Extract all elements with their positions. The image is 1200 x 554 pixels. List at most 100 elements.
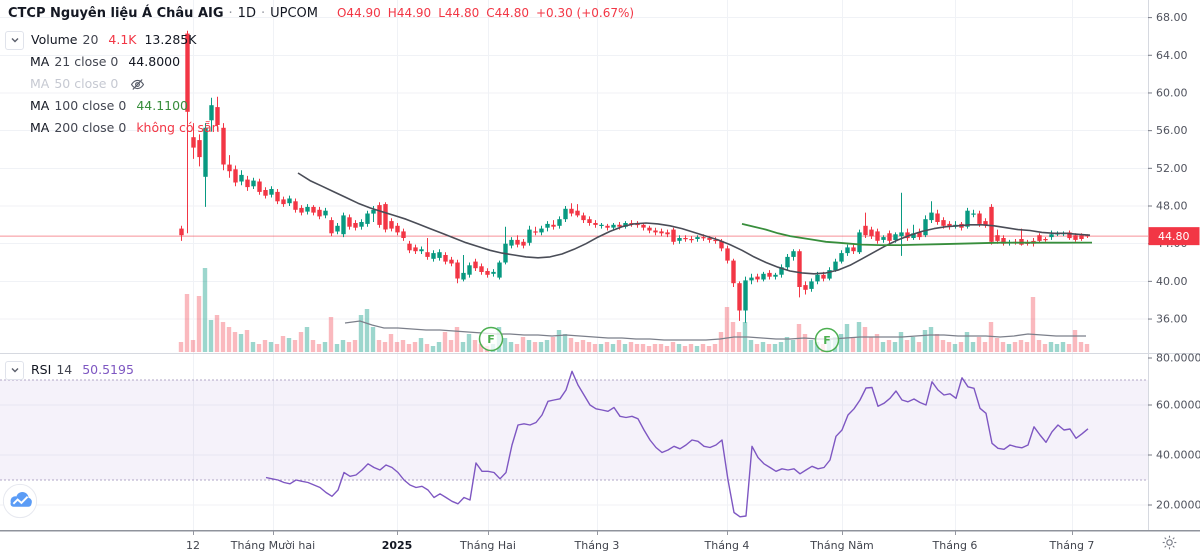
interval-label[interactable]: 1D bbox=[237, 6, 256, 21]
candle bbox=[593, 223, 598, 225]
ma21-line bbox=[297, 172, 1091, 275]
candle bbox=[269, 189, 274, 195]
candle bbox=[647, 227, 652, 231]
ma200-param: 200 close 0 bbox=[54, 120, 127, 135]
volume-bar bbox=[454, 327, 460, 352]
volume-bar bbox=[310, 340, 316, 352]
chevron-down-icon[interactable] bbox=[5, 30, 24, 50]
ma50-param: 50 close 0 bbox=[54, 76, 119, 91]
candle bbox=[407, 243, 412, 251]
candle bbox=[323, 210, 328, 216]
time-axis-label: Tháng 6 bbox=[932, 539, 978, 552]
volume-bar bbox=[202, 268, 208, 352]
volume-bar bbox=[898, 332, 904, 352]
event-flag-marker[interactable]: F bbox=[814, 327, 840, 353]
volume-bar bbox=[526, 340, 532, 352]
candle bbox=[803, 285, 808, 290]
candle bbox=[383, 204, 388, 230]
candle bbox=[509, 239, 514, 246]
volume-bar bbox=[1078, 342, 1084, 352]
candle bbox=[599, 224, 604, 226]
candle bbox=[1043, 239, 1048, 241]
ma-layer bbox=[297, 172, 1093, 275]
rsi-axis-label: 80.0000 bbox=[1156, 352, 1200, 365]
legend-row-ma21[interactable]: MA 21 close 0 44.8000 bbox=[5, 51, 228, 73]
price-axis-label: 68.00 bbox=[1156, 11, 1188, 24]
volume-bar bbox=[922, 330, 928, 352]
rsi-pane[interactable] bbox=[0, 355, 1148, 530]
candle bbox=[773, 274, 778, 277]
volume-bar bbox=[370, 327, 376, 352]
legend-row-volume[interactable]: Volume 20 4.1K 13.285K bbox=[5, 29, 228, 51]
legend-row-ma100[interactable]: MA 100 close 0 44.1100 bbox=[5, 95, 228, 117]
volume-bar bbox=[1066, 344, 1072, 352]
volume-ma-value: 13.285K bbox=[144, 32, 197, 47]
volume-bar bbox=[886, 340, 892, 352]
separator-dot: · bbox=[228, 6, 233, 21]
time-scale[interactable] bbox=[0, 530, 1200, 554]
volume-bar bbox=[718, 332, 724, 352]
candle bbox=[839, 253, 844, 262]
volume-bar bbox=[460, 342, 466, 352]
volume-bar bbox=[670, 342, 676, 352]
volume-bar bbox=[994, 338, 1000, 352]
volume-bar bbox=[334, 344, 340, 352]
candle bbox=[491, 271, 496, 274]
volume-bar bbox=[970, 342, 976, 352]
symbol-name[interactable]: CTCP Nguyên liệu Á Châu AIG bbox=[8, 6, 224, 21]
candle bbox=[341, 215, 346, 235]
chevron-down-icon[interactable] bbox=[5, 360, 24, 380]
candle bbox=[971, 213, 976, 215]
candle bbox=[875, 231, 880, 241]
volume-bar bbox=[724, 307, 730, 352]
candle bbox=[791, 251, 796, 257]
ma100-param: 100 close 0 bbox=[54, 98, 127, 113]
price-scale[interactable] bbox=[1148, 0, 1200, 530]
volume-bar bbox=[400, 340, 406, 352]
candle bbox=[401, 231, 406, 238]
close-value: C44.80 bbox=[486, 6, 529, 20]
candle bbox=[749, 277, 754, 281]
volume-bar bbox=[1072, 330, 1078, 352]
volume-bar bbox=[196, 296, 202, 352]
symbol-header: CTCP Nguyên liệu Á Châu AIG · 1D · UPCOM O44.… bbox=[8, 5, 634, 22]
candle bbox=[449, 259, 454, 264]
candle bbox=[581, 215, 586, 221]
price-axis-label: 64.00 bbox=[1156, 49, 1188, 62]
candle bbox=[221, 127, 226, 165]
candle bbox=[233, 169, 238, 183]
candle bbox=[905, 232, 910, 239]
candle bbox=[983, 221, 988, 225]
candle bbox=[629, 223, 634, 225]
volume-layer bbox=[178, 268, 1090, 352]
event-flag-marker[interactable]: F bbox=[478, 326, 504, 352]
candle bbox=[941, 220, 946, 226]
candle bbox=[389, 221, 394, 229]
volume-bar bbox=[868, 337, 874, 352]
volume-bar bbox=[604, 342, 610, 352]
candle bbox=[335, 225, 340, 232]
legend-row-ma200[interactable]: MA 200 close 0 không có sẵn bbox=[5, 117, 228, 139]
legend-row-ma50[interactable]: MA 50 close 0 bbox=[5, 73, 228, 95]
tradingview-logo-icon[interactable] bbox=[1, 482, 39, 520]
eye-off-icon[interactable] bbox=[130, 77, 145, 92]
volume-indicator-param: 20 bbox=[82, 32, 99, 47]
candle bbox=[377, 205, 382, 225]
volume-bar bbox=[964, 332, 970, 352]
candle bbox=[851, 247, 856, 252]
volume-bar bbox=[694, 346, 700, 352]
legend-row-rsi[interactable]: RSI 14 50.5195 bbox=[5, 359, 134, 381]
volume-bar bbox=[376, 340, 382, 352]
candle bbox=[455, 262, 460, 279]
volume-bar bbox=[934, 334, 940, 352]
candle bbox=[479, 266, 484, 272]
candle bbox=[731, 260, 736, 284]
volume-bar bbox=[598, 344, 604, 352]
high-value: H44.90 bbox=[387, 6, 432, 20]
candle bbox=[299, 207, 304, 213]
candle bbox=[443, 255, 448, 262]
gear-icon[interactable] bbox=[1158, 532, 1180, 552]
volume-bar bbox=[262, 340, 268, 352]
volume-bar bbox=[910, 337, 916, 352]
